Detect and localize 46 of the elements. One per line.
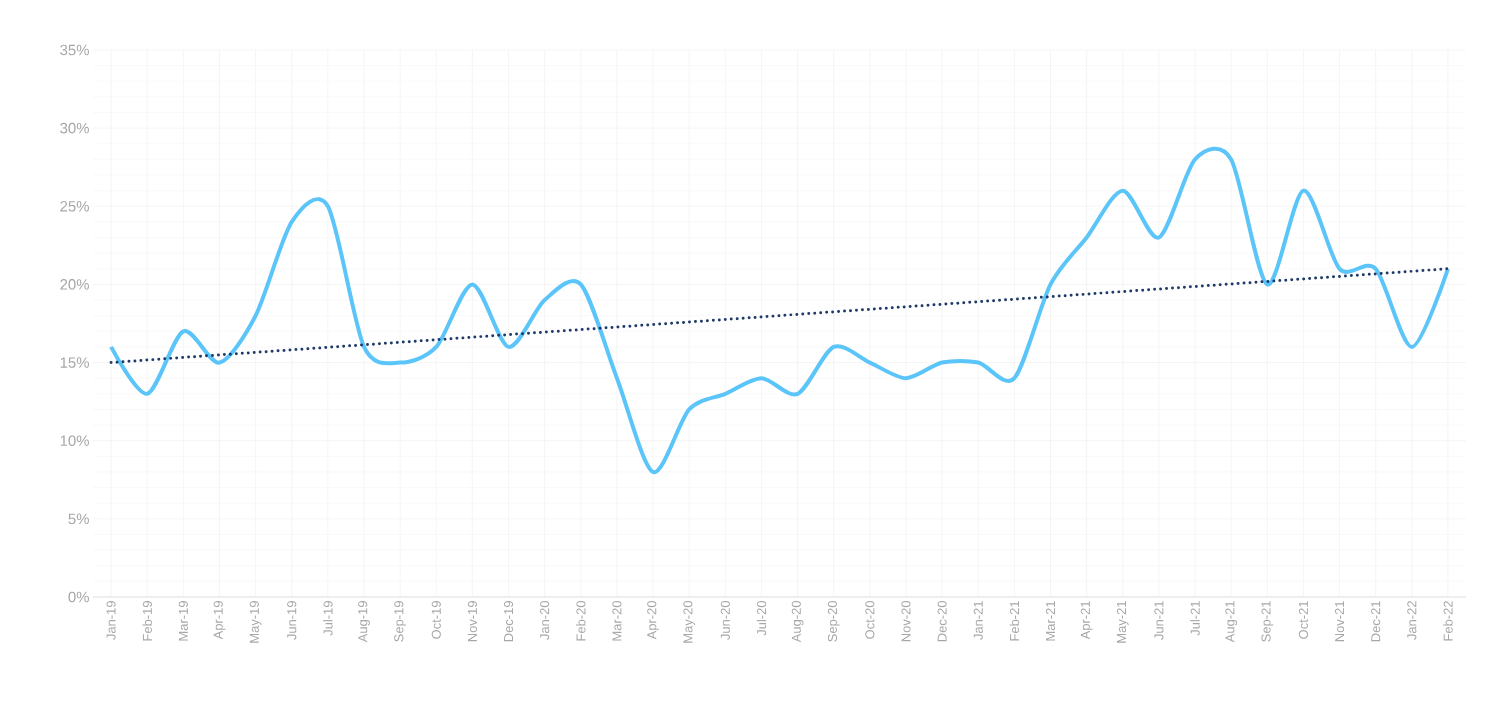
x-tick-label: Apr-20	[647, 601, 659, 640]
x-tick-label: Nov-21	[1334, 601, 1345, 642]
x-tick-label: Jul-21	[1190, 601, 1200, 636]
x-tick-label: Aug-20	[791, 601, 804, 643]
x-tick-label: Jun-20	[720, 601, 730, 640]
x-tick-label: Nov-20	[901, 601, 911, 642]
y-tick-label: 10%	[60, 435, 89, 446]
x-tick-label: Feb-21	[1009, 601, 1020, 641]
x-tick-label: Jan-21	[973, 601, 983, 640]
y-tick-label: 5%	[68, 513, 89, 525]
x-tick-label: Aug-19	[358, 601, 370, 643]
x-tick-label: Jul-19	[323, 601, 333, 636]
x-tick-label: Jun-21	[1154, 601, 1164, 640]
y-tick-label: 30%	[60, 122, 89, 134]
y-tick-label: 20%	[60, 279, 89, 290]
y-tick-label: 35%	[60, 44, 89, 56]
x-tick-label: Apr-19	[213, 601, 226, 640]
x-tick-label: Feb-19	[142, 601, 152, 641]
x-tick-label: Sep-21	[1261, 601, 1274, 642]
x-tick-label: Mar-20	[612, 601, 622, 641]
x-tick-label: May-20	[683, 601, 696, 643]
x-tick-label: Feb-20	[576, 601, 586, 641]
y-tick-label: 25%	[60, 200, 89, 212]
x-tick-label: May-19	[249, 601, 262, 643]
x-tick-label: Jan-19	[106, 601, 116, 640]
x-tick-label: Feb-22	[1443, 601, 1453, 641]
x-tick-label: May-21	[1116, 601, 1129, 643]
x-tick-label: Sep-20	[827, 601, 840, 642]
x-tick-label: Sep-19	[394, 601, 406, 642]
x-tick-label: Jan-20	[540, 601, 550, 640]
x-tick-label: Dec-20	[937, 601, 947, 642]
x-tick-label: Jul-20	[756, 601, 767, 636]
x-tick-label: Mar-19	[178, 601, 188, 641]
x-tick-label: Jun-19	[287, 601, 297, 640]
x-tick-label: Dec-19	[503, 601, 514, 642]
x-tick-label: Mar-21	[1045, 601, 1056, 641]
x-tick-label: Dec-21	[1371, 601, 1381, 642]
x-tick-label: Oct-21	[1298, 601, 1309, 639]
y-tick-label: 0%	[68, 591, 89, 603]
y-tick-label: 15%	[60, 357, 89, 368]
x-tick-label: Apr-21	[1080, 601, 1093, 640]
x-tick-label: Nov-19	[467, 601, 477, 642]
x-tick-label: Jan-22	[1407, 601, 1417, 640]
x-tick-label: Oct-19	[431, 601, 441, 639]
x-tick-label: Oct-20	[865, 601, 875, 639]
x-tick-label: Aug-21	[1225, 601, 1238, 643]
